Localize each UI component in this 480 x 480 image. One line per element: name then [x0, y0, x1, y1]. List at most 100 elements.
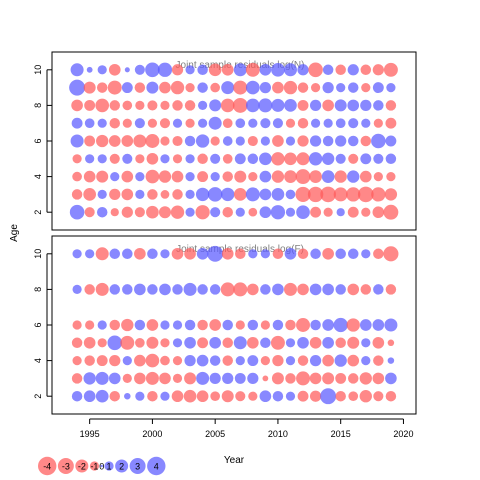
x-tick-label: 2005: [205, 429, 225, 439]
residual-bubble: [185, 189, 195, 199]
residual-bubble: [72, 356, 82, 366]
residual-bubble: [110, 208, 119, 217]
residual-bubble: [297, 283, 309, 296]
residual-bubble: [147, 248, 158, 260]
residual-bubble: [124, 392, 131, 400]
residual-bubble: [260, 320, 270, 330]
residual-bubble: [172, 100, 183, 111]
residual-bubble: [71, 189, 83, 200]
residual-bubble: [272, 354, 284, 367]
residual-bubble: [107, 335, 123, 351]
residual-bubble: [373, 100, 384, 111]
residual-bubble: [320, 186, 336, 203]
y-tick-label: 10: [33, 65, 43, 75]
residual-bubble: [297, 82, 309, 93]
residual-bubble: [283, 80, 298, 95]
residual-bubble: [335, 390, 346, 402]
x-tick-label: 2020: [393, 429, 413, 439]
residual-bubble: [134, 283, 146, 296]
residual-bubble: [134, 82, 146, 93]
residual-bubble: [360, 64, 372, 76]
residual-bubble: [310, 206, 322, 218]
residual-bubble: [322, 354, 334, 367]
residual-bubble: [210, 207, 221, 218]
residual-bubble: [322, 81, 334, 94]
residual-bubble: [372, 319, 385, 331]
residual-bubble: [160, 320, 170, 330]
residual-bubble: [372, 82, 384, 94]
residual-bubble: [170, 80, 185, 95]
residual-bubble: [220, 98, 235, 113]
residual-bubble: [222, 153, 233, 164]
residual-bubble: [347, 206, 359, 218]
residual-bubble: [258, 98, 273, 113]
residual-bubble: [387, 357, 395, 364]
residual-bubble: [235, 136, 245, 146]
residual-bubble: [295, 169, 311, 185]
residual-bubble: [309, 372, 322, 385]
residual-bubble: [84, 135, 96, 147]
residual-bubble: [359, 319, 372, 331]
residual-bubble: [247, 336, 259, 349]
legend-label: 4: [154, 462, 159, 472]
residual-bubble: [197, 64, 208, 76]
residual-bubble: [359, 390, 372, 403]
residual-bubble: [221, 187, 235, 202]
residual-bubble: [72, 320, 82, 330]
residual-bubble: [373, 118, 383, 128]
residual-bubble: [159, 118, 171, 129]
residual-bubble: [97, 118, 107, 128]
residual-bubble: [171, 247, 184, 260]
residual-bubble: [271, 98, 285, 112]
residual-bubble: [347, 99, 360, 112]
residual-bubble: [185, 154, 195, 164]
residual-bubble: [371, 133, 386, 149]
residual-bubble: [297, 355, 309, 366]
residual-bubble: [71, 390, 83, 402]
residual-bubble: [310, 83, 321, 93]
residual-bubble: [385, 100, 397, 111]
residual-bubble: [283, 282, 297, 296]
residual-bubble: [209, 319, 221, 331]
residual-bubble: [233, 336, 247, 350]
residual-bubble: [384, 188, 398, 201]
residual-bubble: [109, 117, 120, 129]
residual-bubble: [296, 371, 311, 386]
residual-bubble: [121, 188, 134, 201]
residual-bubble: [385, 390, 397, 402]
residual-bubble: [347, 64, 359, 76]
residual-bubble: [272, 283, 284, 296]
residual-bubble: [284, 152, 297, 166]
residual-bubble: [135, 172, 145, 182]
residual-bubble: [210, 172, 220, 182]
residual-bubble: [184, 336, 196, 349]
residual-bubble: [222, 337, 233, 349]
residual-bubble: [197, 319, 208, 331]
residual-bubble: [359, 170, 372, 183]
residual-bubble: [322, 64, 334, 76]
residual-bubble: [271, 372, 284, 385]
residual-bubble: [360, 135, 372, 147]
residual-bubble: [270, 335, 285, 350]
residual-bubble: [71, 99, 83, 112]
residual-bubble: [185, 83, 195, 93]
residual-bubble: [335, 248, 346, 260]
residual-bubble: [122, 284, 133, 295]
residual-bubble: [333, 317, 348, 333]
residual-bubble: [86, 66, 93, 73]
residual-bubble: [84, 207, 95, 218]
residual-bubble: [109, 390, 120, 402]
residual-bubble: [361, 207, 371, 217]
residual-bubble: [121, 318, 134, 332]
residual-bubble: [285, 207, 296, 217]
residual-bubble: [146, 152, 159, 165]
legend-label: 2: [119, 462, 124, 472]
residual-bubble: [372, 206, 385, 219]
bubble-size-legend: -4 -3 -2 -1 0 1 2 3 4: [38, 456, 166, 476]
residual-bubble: [372, 372, 385, 385]
residual-bubble: [185, 118, 195, 128]
residual-bubble: [335, 284, 346, 295]
residual-bubble: [121, 170, 134, 183]
residual-bubble: [221, 63, 234, 76]
